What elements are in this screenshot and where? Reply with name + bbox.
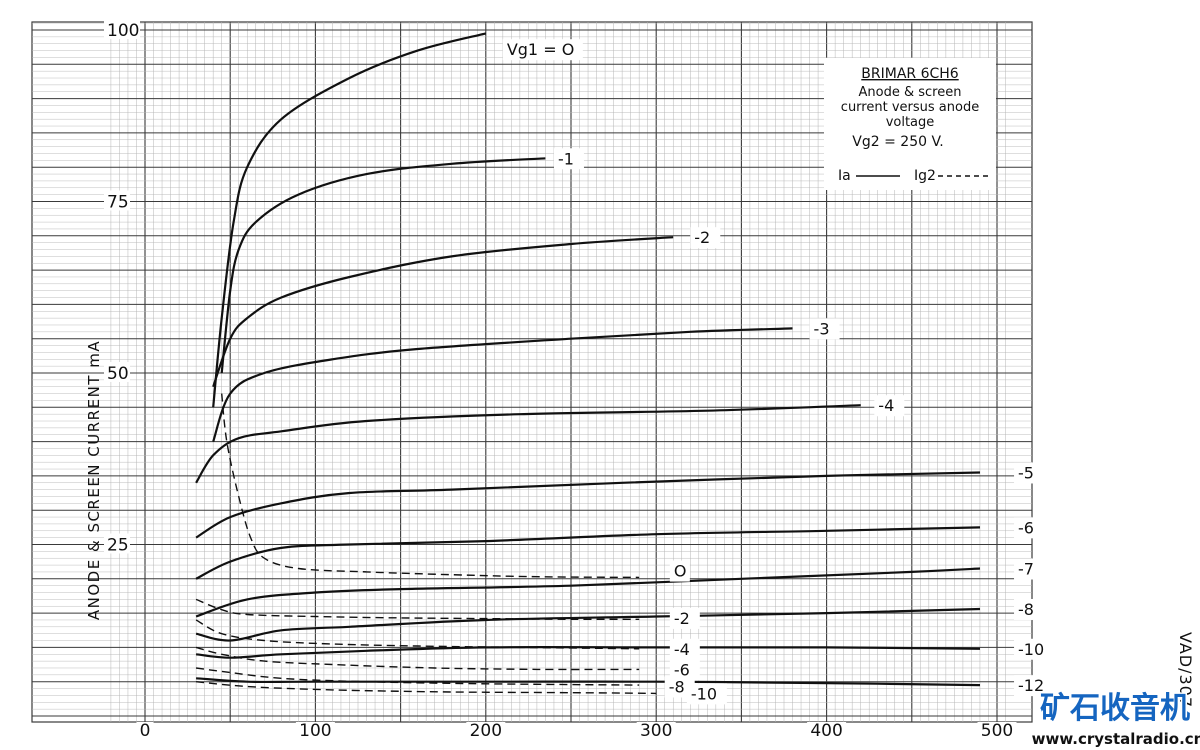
anode-curve-label-0: Vg1 = O [507, 40, 574, 59]
anode-curve-label-5: -5 [1018, 463, 1034, 482]
anode-curve-label-1: -1 [558, 149, 574, 168]
legend-ig2-label: Ig2 [914, 168, 936, 184]
anode-curve-label-9: -10 [1018, 640, 1044, 659]
legend-subtitle-line-1: Anode & screen [859, 85, 962, 100]
x-tick-label: 500 [981, 721, 1013, 741]
y-tick-label: 75 [107, 193, 129, 213]
screen-curve-label-5: -10 [691, 684, 717, 703]
anode-curve-label-7: -7 [1018, 560, 1034, 579]
legend-subtitle-line-3: voltage [886, 115, 935, 130]
anode-curve-label-4: -4 [878, 396, 894, 415]
screen-curve-label-2: -4 [674, 640, 690, 659]
anode-curve-label-3: -3 [814, 319, 830, 338]
x-tick-label: 100 [299, 721, 331, 741]
y-tick-label: 25 [107, 536, 129, 556]
anode-curve-label-8: -8 [1018, 600, 1034, 619]
y-axis-label: ANODE & SCREEN CURRENT mA [85, 340, 103, 620]
y-tick-label: 100 [107, 21, 139, 41]
legend-subtitle-line-2: current versus anode [841, 100, 979, 115]
x-tick-label: 300 [640, 721, 672, 741]
x-tick-label: 0 [140, 721, 151, 741]
x-tick-label: 200 [470, 721, 502, 741]
x-tick-label: 400 [810, 721, 842, 741]
anode-curve-label-2: -2 [694, 228, 710, 247]
watermark-main: 矿石收音机 [1040, 691, 1190, 726]
legend-title: BRIMAR 6CH6 [861, 66, 959, 82]
legend-vg2: Vg2 = 250 V. [852, 134, 943, 150]
screen-curve-label-1: -2 [674, 609, 690, 628]
legend-ia-label: Ia [838, 168, 851, 184]
watermark: 矿石收音机 www.crystalradio.cn [1032, 691, 1200, 748]
watermark-url: www.crystalradio.cn [1032, 730, 1200, 748]
screen-curve-label-0: O [674, 562, 687, 581]
legend-box: BRIMAR 6CH6 Anode & screen current versu… [824, 58, 996, 190]
screen-curve-label-4: -8 [669, 678, 685, 697]
y-tick-label: 50 [107, 364, 129, 384]
anode-curve-label-6: -6 [1018, 518, 1034, 537]
